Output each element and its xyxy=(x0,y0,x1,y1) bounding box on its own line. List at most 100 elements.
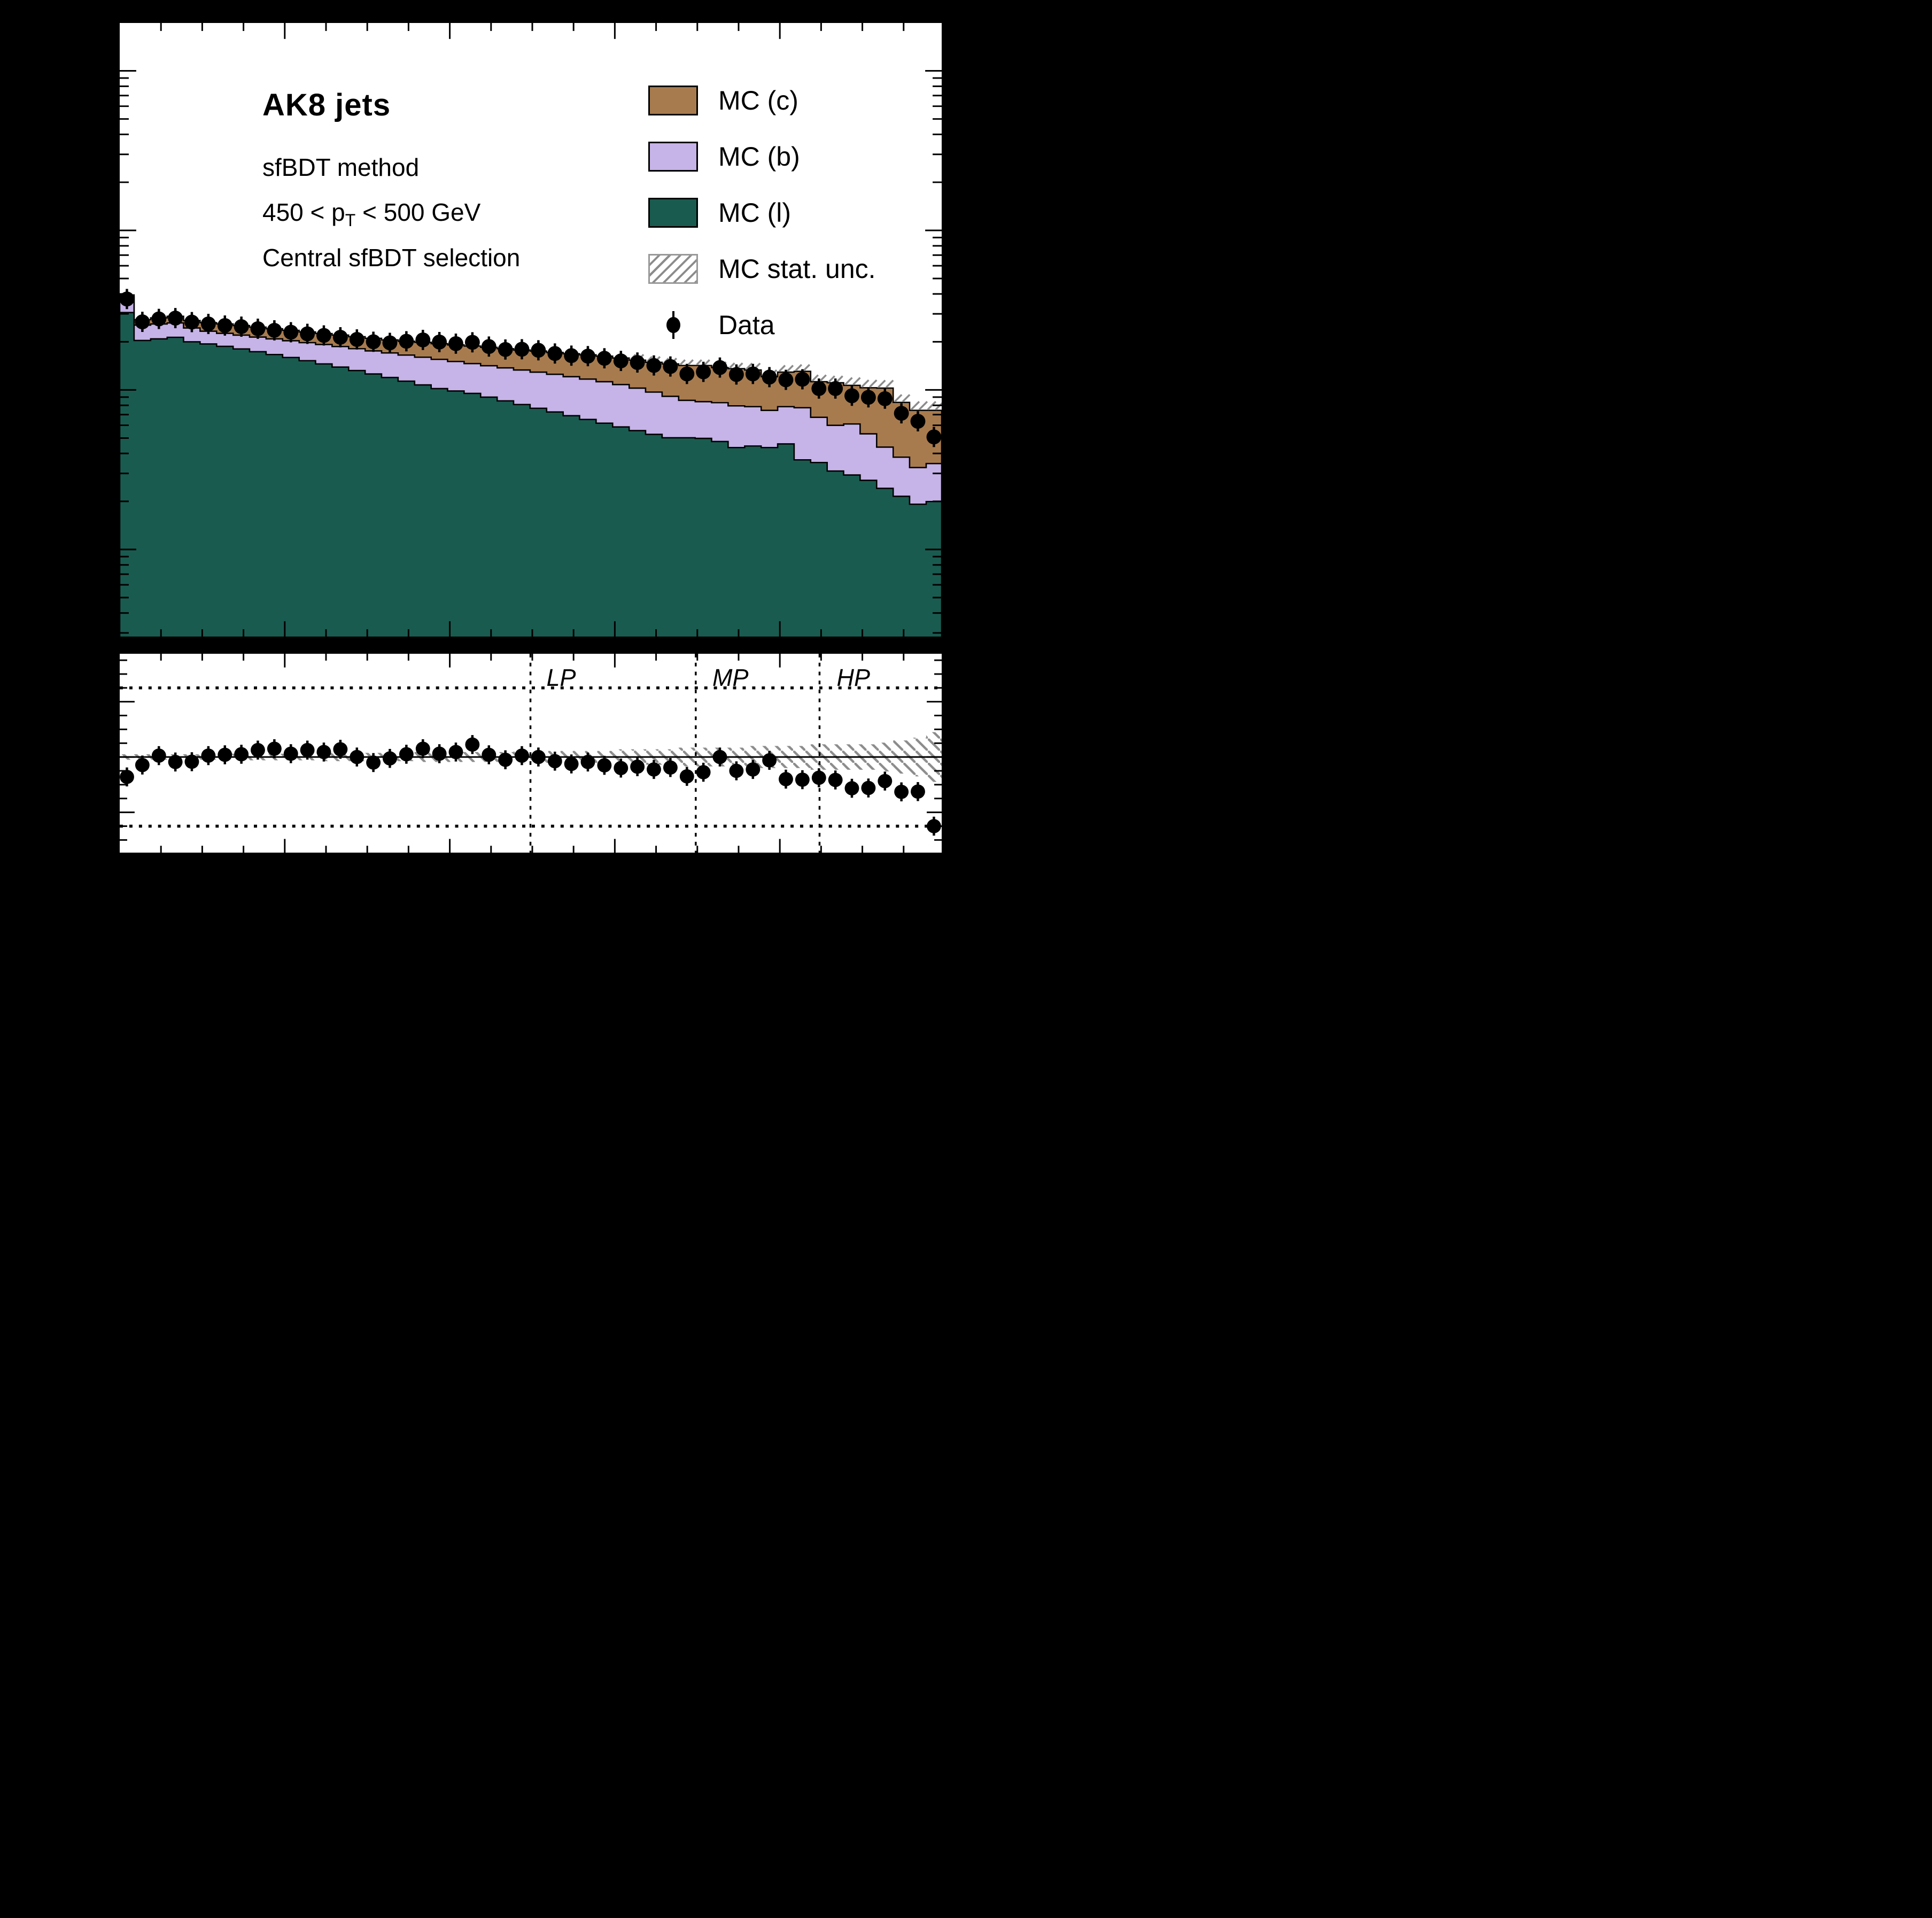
ratio-point xyxy=(300,743,315,757)
ratio-point xyxy=(333,742,348,756)
data-point xyxy=(728,367,744,382)
ratio-point xyxy=(779,772,793,786)
data-point xyxy=(795,372,810,387)
region-label-mp: MP xyxy=(712,664,749,691)
ratio-point xyxy=(218,747,232,762)
ratio-point xyxy=(135,757,150,772)
ratio-point xyxy=(927,819,941,833)
ratio-point xyxy=(795,772,810,787)
data-point xyxy=(828,381,843,396)
ratio-point xyxy=(861,780,876,795)
data-point xyxy=(531,343,546,358)
subtitle-selection: Central sfBDT selection xyxy=(262,244,521,272)
subtitle-pt-range: 450 < pT < 500 GeV xyxy=(262,198,480,230)
ratio-axis-ticks xyxy=(120,654,942,853)
ratio-point xyxy=(184,754,199,769)
data-point xyxy=(250,321,266,336)
data-point xyxy=(283,324,299,340)
ratio-point xyxy=(712,749,727,764)
ratio-point xyxy=(498,753,513,767)
ratio-point xyxy=(432,746,447,761)
legend-swatch-hatch xyxy=(648,254,698,284)
data-point xyxy=(300,326,315,342)
ratio-point xyxy=(663,760,678,775)
legend-swatch-fill xyxy=(648,142,698,172)
ratio-point xyxy=(399,747,414,762)
legend-item-mc-l: MC (l) xyxy=(648,198,876,228)
data-point xyxy=(811,381,827,396)
ratio-point xyxy=(531,749,546,764)
ratio-point xyxy=(878,774,893,788)
ratio-point xyxy=(647,762,661,777)
main-histogram-svg xyxy=(120,23,942,637)
data-point xyxy=(120,291,135,307)
ratio-points xyxy=(120,735,941,836)
data-point xyxy=(778,372,794,388)
pt-prefix: 450 < p xyxy=(262,198,345,226)
data-points xyxy=(120,289,942,447)
ratio-point xyxy=(415,741,430,756)
ratio-point xyxy=(696,765,711,779)
ratio-point xyxy=(580,755,595,769)
data-point xyxy=(860,390,876,405)
legend-label: MC (c) xyxy=(718,86,798,115)
data-point xyxy=(926,429,942,445)
data-point xyxy=(382,335,398,351)
ratio-point xyxy=(350,749,364,764)
ratio-point xyxy=(515,748,529,763)
data-point xyxy=(481,339,496,354)
data-point xyxy=(234,319,249,334)
ratio-point xyxy=(366,755,381,770)
ratio-point xyxy=(251,743,265,757)
data-point xyxy=(646,358,662,373)
data-point xyxy=(547,346,563,361)
data-point xyxy=(448,336,463,351)
ratio-svg xyxy=(120,654,942,853)
region-label-hp: HP xyxy=(836,664,871,691)
ratio-point xyxy=(482,747,496,762)
ratio-point xyxy=(894,785,909,799)
data-point xyxy=(332,330,348,345)
legend-item-mc-stat-unc: MC stat. unc. xyxy=(648,254,876,284)
data-point xyxy=(712,360,727,375)
main-axis-ticks xyxy=(120,23,942,637)
data-point xyxy=(168,311,183,326)
data-point xyxy=(415,332,431,347)
data-point xyxy=(663,359,678,374)
ratio-point xyxy=(729,763,744,778)
data-point xyxy=(267,323,282,338)
ratio-point xyxy=(679,769,694,784)
ratio-point xyxy=(564,756,579,771)
legend-label: Data xyxy=(718,310,775,340)
ratio-point xyxy=(597,758,612,772)
ratio-point xyxy=(151,748,166,763)
data-point xyxy=(514,342,530,357)
ratio-point xyxy=(911,784,925,799)
legend-marker-dot xyxy=(666,317,680,333)
data-point xyxy=(464,335,480,350)
legend-swatch-fill xyxy=(648,198,698,228)
data-point xyxy=(745,366,761,382)
ratio-point xyxy=(234,747,249,762)
data-point xyxy=(432,334,447,350)
data-point xyxy=(613,353,629,369)
legend-item-mc-c: MC (c) xyxy=(648,86,876,115)
legend-marker-data xyxy=(648,310,698,340)
ratio-point xyxy=(267,741,282,756)
data-point xyxy=(366,334,381,350)
data-point xyxy=(762,369,777,385)
ratio-point xyxy=(630,759,645,774)
data-point xyxy=(151,311,167,327)
ratio-point xyxy=(746,762,761,777)
legend-label: MC stat. unc. xyxy=(718,254,876,284)
ratio-point xyxy=(811,770,826,785)
data-point xyxy=(844,388,859,404)
ratio-point xyxy=(465,737,480,752)
legend: MC (c) MC (b) MC (l) MC stat. unc. Data xyxy=(648,86,876,340)
ratio-point xyxy=(828,772,843,787)
ratio-point xyxy=(316,745,331,760)
ratio-point xyxy=(120,770,134,784)
data-point xyxy=(217,318,232,333)
data-point xyxy=(498,342,513,357)
data-point xyxy=(184,314,199,330)
